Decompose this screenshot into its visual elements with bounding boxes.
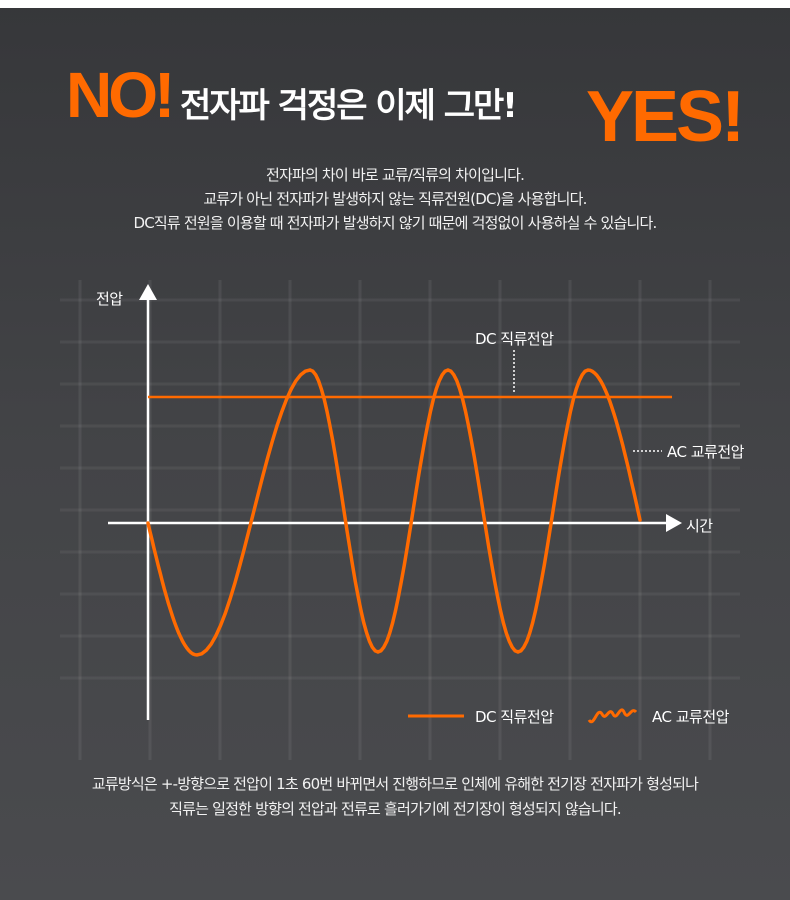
headline-yes: YES! (586, 77, 745, 157)
dc-label: DC 직류전압 (475, 330, 554, 348)
intro-line: 교류가 아닌 전자파가 발생하지 않는 직류전원(DC)을 사용합니다. (203, 190, 587, 208)
wave-icon (587, 708, 638, 724)
intro-line: DC직류 전원을 이용할 때 전자파가 발생하지 않기 때문에 걱정없이 사용하… (133, 214, 657, 232)
bottom-line: 직류는 일정한 방향의 전압과 전류로 흘러가기에 전기장이 형성되지 않습니다… (169, 800, 622, 818)
legend-ac: AC 교류전압 (652, 708, 730, 726)
headline: NO! 전자파 걱정은 이제 그만! YES! (0, 58, 790, 158)
ac-label: AC 교류전압 (667, 443, 745, 461)
bottom-text: 교류방식은 +-방향으로 전압이 1초 60번 바뀌면서 진행하므로 인체에 유… (0, 772, 790, 822)
ac-wave (146, 368, 642, 657)
intro-text: 전자파의 차이 바로 교류/직류의 차이입니다. 교류가 아닌 전자파가 발생하… (0, 163, 790, 235)
headline-main: 전자파 걱정은 이제 그만! (180, 86, 518, 126)
background-grid (60, 280, 740, 760)
x-axis-label: 시간 (686, 517, 713, 535)
bottom-line: 교류방식은 +-방향으로 전압이 1초 60번 바뀌면서 진행하므로 인체에 유… (91, 775, 699, 793)
y-axis-label: 전압 (96, 290, 123, 308)
y-axis-arrow-icon (139, 284, 157, 300)
legend: DC 직류전압 AC 교류전압 (408, 708, 730, 726)
top-border (0, 0, 790, 8)
legend-dc: DC 직류전압 (475, 708, 554, 726)
intro-line: 전자파의 차이 바로 교류/직류의 차이입니다. (265, 166, 525, 184)
headline-no: NO! (66, 59, 175, 131)
x-axis-arrow-icon (666, 514, 682, 532)
